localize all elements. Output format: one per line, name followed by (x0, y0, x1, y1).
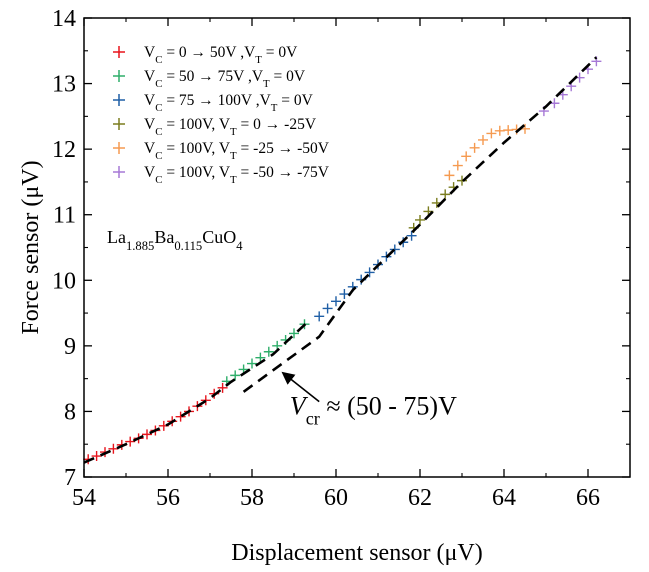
data-point (457, 175, 467, 186)
y-tick-label: 8 (64, 399, 76, 425)
plot-area (83, 56, 602, 465)
data-point (452, 160, 463, 171)
data-point (331, 296, 341, 307)
legend-marker (113, 118, 125, 130)
y-tick-label: 11 (53, 203, 76, 229)
series-6 (538, 56, 602, 117)
data-point (263, 346, 274, 357)
legend-entry: VC = 100V, VT = -50 → -75V (144, 164, 330, 186)
x-tick-label: 62 (408, 485, 432, 511)
data-point (247, 358, 257, 369)
y-tick-label: 10 (52, 268, 76, 294)
legend-entry: VC = 100V, VT = 0 → -25V (144, 116, 317, 138)
data-point (230, 370, 241, 381)
y-tick-label: 14 (52, 6, 76, 32)
data-point (217, 382, 228, 393)
x-tick-label: 58 (240, 485, 264, 511)
data-point (125, 436, 136, 447)
data-point (461, 151, 472, 162)
data-point (289, 328, 299, 339)
fit-line-1 (83, 321, 308, 464)
legend-marker (113, 142, 125, 154)
x-tick-label: 64 (492, 485, 516, 511)
legend-marker (113, 94, 125, 106)
x-tick-label: 60 (324, 485, 348, 511)
sample-label: La1.885Ba0.115CuO4 (107, 227, 243, 253)
legend-entry: VC = 100V, VT = -25 → -50V (144, 140, 330, 162)
data-point (314, 311, 325, 322)
data-point (478, 134, 488, 145)
fit-line-2 (242, 56, 598, 393)
legend-marker (113, 70, 125, 82)
data-point (440, 189, 451, 200)
x-tick-label: 56 (156, 485, 180, 511)
series-5 (444, 123, 530, 181)
data-point (494, 125, 505, 136)
series-2 (221, 319, 310, 387)
data-point (444, 170, 455, 181)
data-point (389, 244, 400, 255)
legend-marker (113, 166, 125, 178)
data-point (406, 230, 417, 241)
data-point (175, 411, 186, 422)
annotation-text: Vcr ≈ (50 - 75)V (290, 392, 457, 429)
data-point (364, 267, 375, 278)
data-point (486, 128, 497, 139)
legend-entry: VC = 50 → 75V ,VT = 0V (144, 68, 306, 90)
legend-entry: VC = 75 → 100V ,VT = 0V (144, 92, 314, 114)
annotation-arrow (281, 371, 320, 403)
y-axis-label: Force sensor (μV) (18, 160, 44, 334)
y-tick-label: 9 (64, 334, 76, 360)
series-4 (408, 175, 467, 233)
y-tick-label: 12 (52, 137, 76, 163)
data-point (142, 429, 152, 440)
data-point (200, 395, 211, 406)
data-point (322, 303, 333, 314)
legend-marker (113, 46, 125, 58)
data-point (108, 443, 119, 454)
data-point (469, 142, 480, 153)
data-point (503, 125, 514, 136)
x-axis-label: Displacement sensor (μV) (231, 540, 482, 566)
data-point (339, 289, 350, 300)
data-point (415, 214, 425, 225)
axes: 54 56 58 60 62 64 66 7 8 9 10 11 12 13 14 Displacement … (18, 6, 631, 566)
data-point (255, 352, 266, 363)
annotations: La1.885Ba0.115CuO4 Vcr ≈ (50 - 75)V (107, 227, 457, 429)
x-tick-label: 54 (72, 485, 96, 511)
x-tick-label: 66 (576, 485, 600, 511)
legend-entry: VC = 0 → 50V ,VT = 0V (144, 44, 298, 66)
y-tick-label: 13 (52, 72, 76, 98)
y-tick-label: 7 (64, 465, 76, 491)
data-point (91, 451, 102, 462)
